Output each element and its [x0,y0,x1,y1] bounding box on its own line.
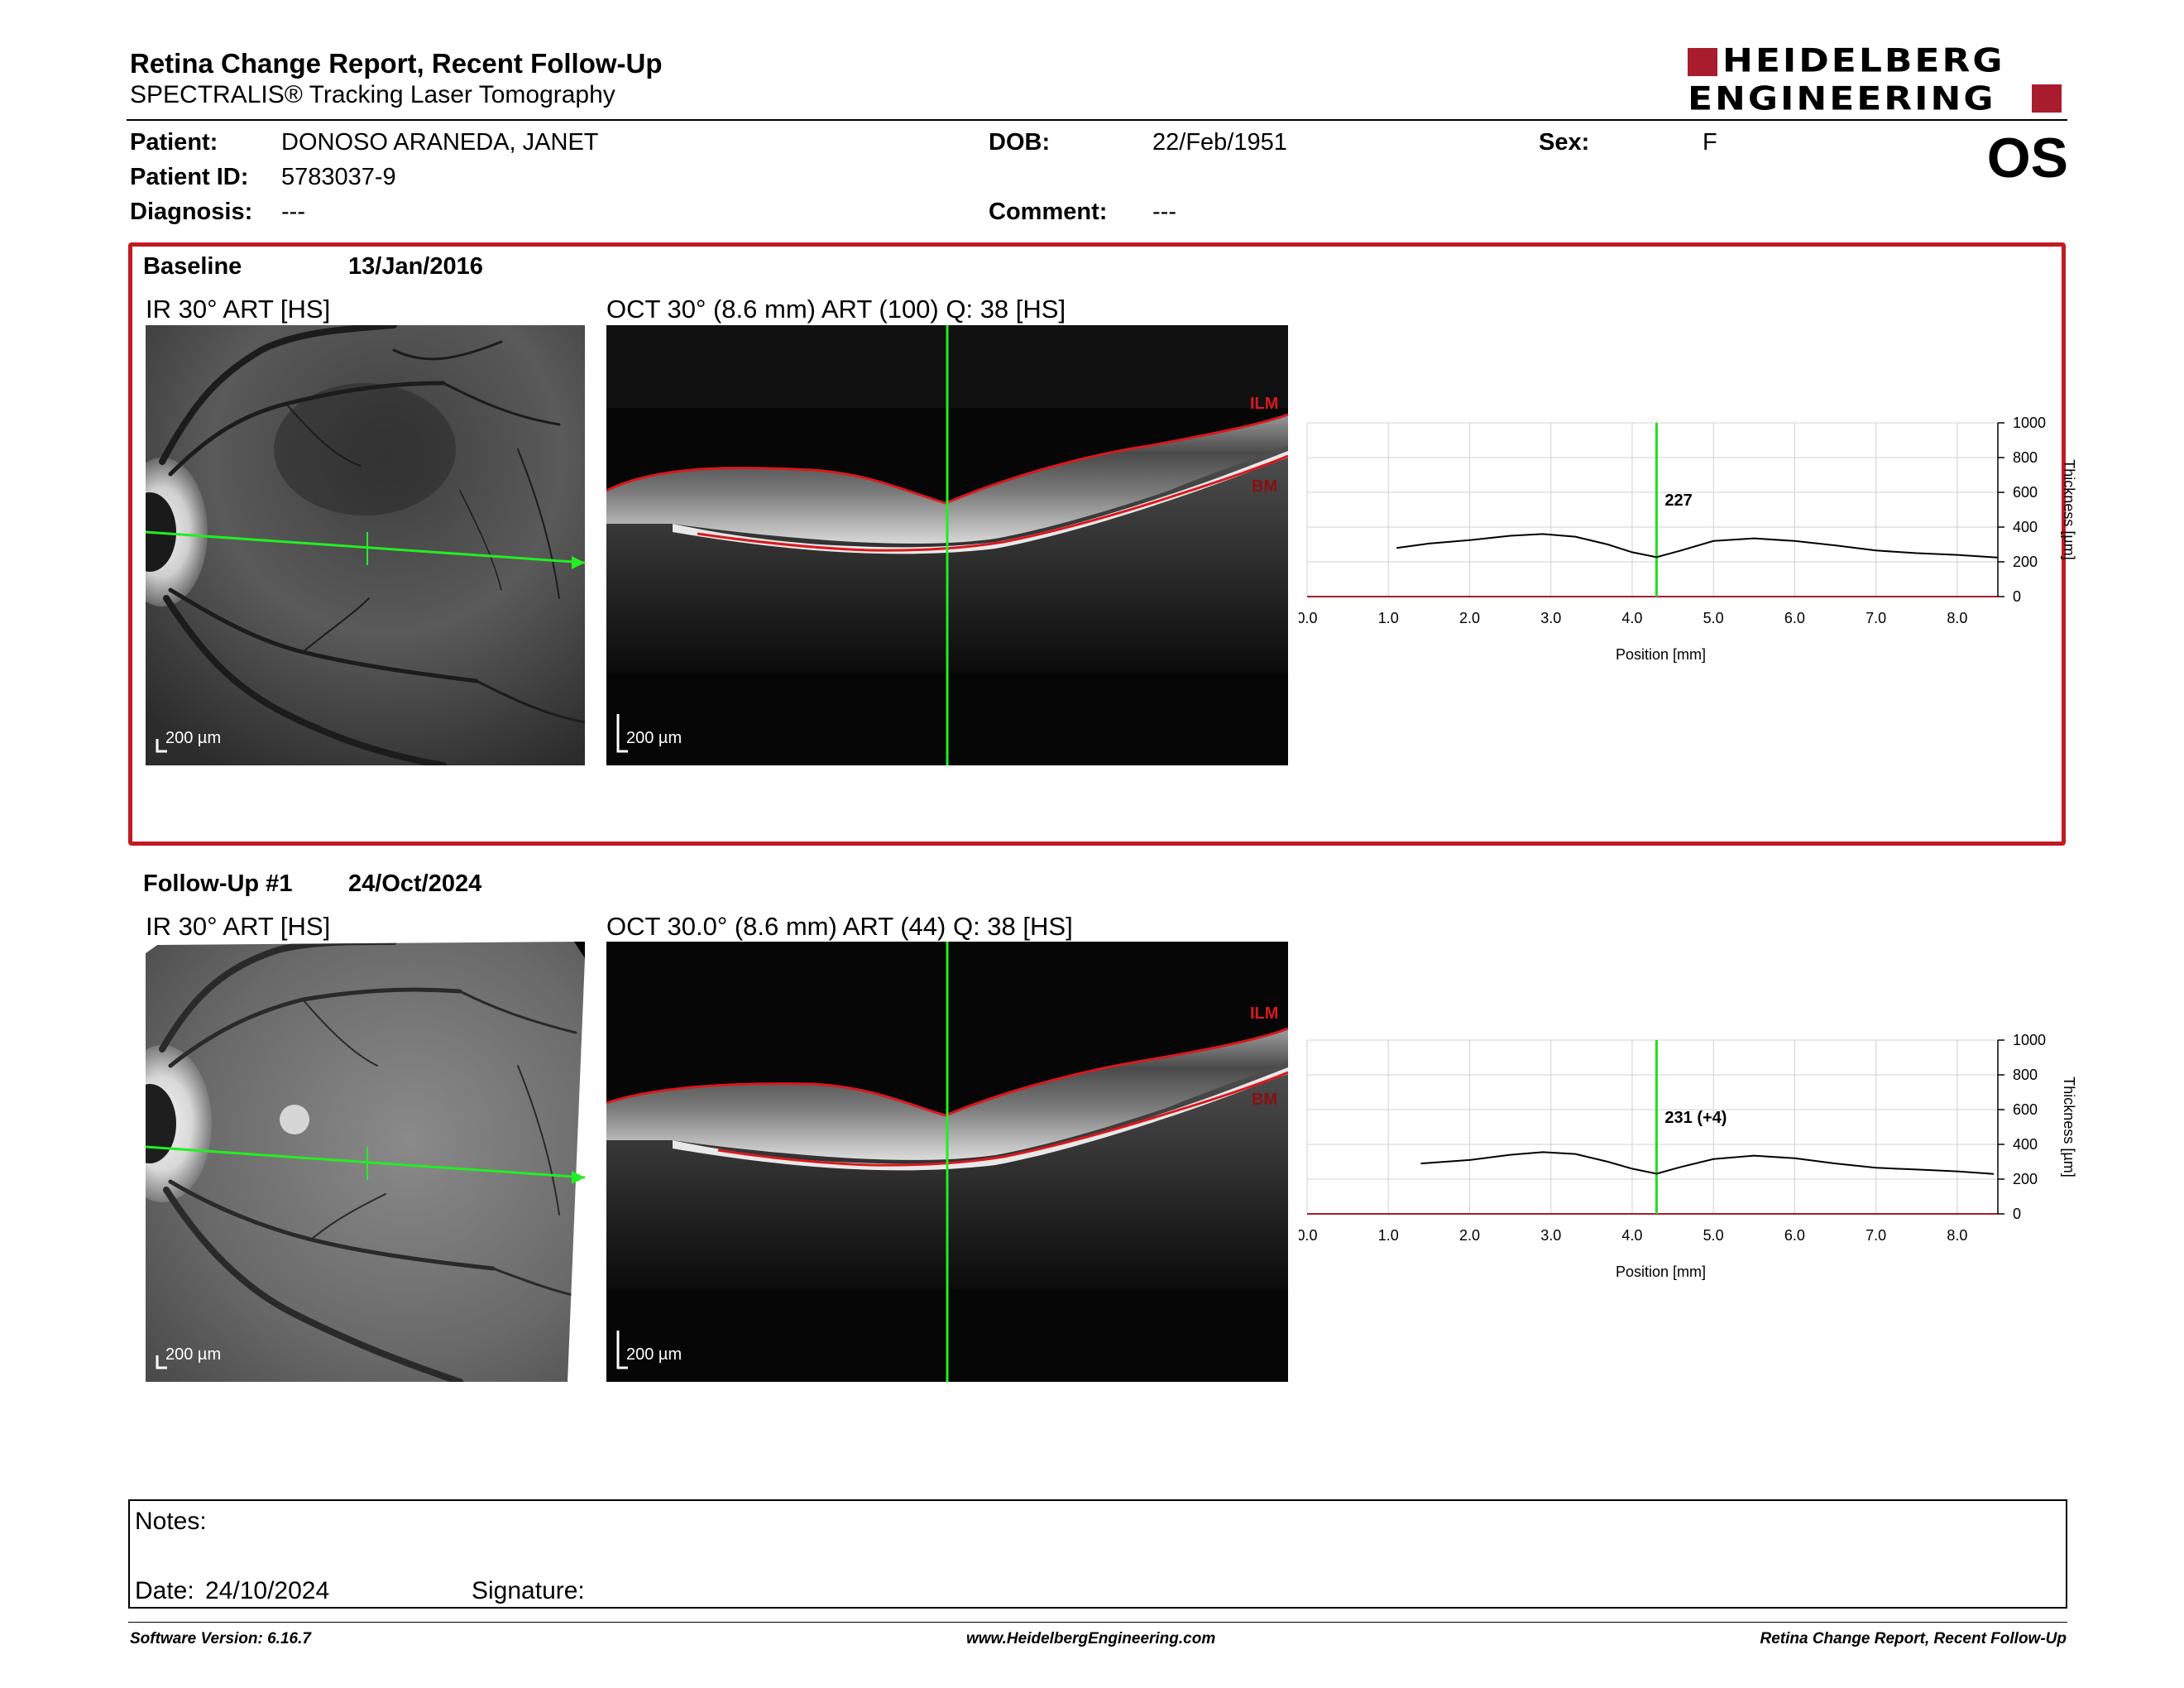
followup-oct-title: OCT 30.0° (8.6 mm) ART (44) Q: 38 [HS] [606,912,1073,941]
signature-label: Signature: [472,1577,585,1604]
y-tick-label: 1000 [2013,1032,2046,1048]
baseline-oct-title: OCT 30° (8.6 mm) ART (100) Q: 38 [HS] [606,295,1066,324]
x-tick-label: 7.0 [1866,1227,1886,1244]
followup-ir-svg [146,942,585,1382]
x-tick-label: 6.0 [1784,1227,1805,1244]
y-tick-label: 0 [2013,588,2021,605]
x-tick-label: 2.0 [1459,1227,1480,1244]
y-tick-label: 1000 [2013,415,2046,431]
dob-value: 22/Feb/1951 [1152,129,1287,156]
y-tick-label: 400 [2013,1136,2038,1153]
baseline-oct-image: ILM BM 200 µm [606,325,1288,765]
x-tick-label: 0.0 [1299,610,1318,626]
comment-value: --- [1152,199,1176,225]
cursor-value-label: 227 [1664,492,1692,510]
y-tick-label: 800 [2013,1067,2038,1083]
patient-id-label: Patient ID: [130,164,249,190]
baseline-ir-title: IR 30° ART [HS] [146,295,331,324]
followup-ir-scalebar: 200 µm [165,1345,222,1364]
sex-label: Sex: [1539,129,1590,156]
y-tick-label: 800 [2013,449,2038,466]
y-tick-label: 600 [2013,484,2038,501]
footer-report-name: Retina Change Report, Recent Follow-Up [1760,1630,2067,1647]
x-tick-label: 5.0 [1703,1227,1724,1244]
followup-date: 24/Oct/2024 [348,870,482,897]
x-tick-label: 2.0 [1459,610,1480,626]
baseline-oct-scalebar: 200 µm [626,729,682,747]
followup-oct-image: ILM BM 200 µm [606,942,1288,1382]
diagnosis-label: Diagnosis: [130,199,253,225]
x-tick-label: 0.0 [1299,1227,1318,1244]
diagnosis-value: --- [281,199,305,225]
patient-id-value: 5783037-9 [281,164,396,190]
baseline-label: Baseline [143,253,242,280]
logo-square-top [1688,48,1717,76]
followup-ilm-label: ILM [1250,1005,1279,1023]
followup-oct-scalebar: 200 µm [626,1345,682,1364]
thickness-series-line [1396,533,1999,559]
patient-value: DONOSO ARANEDA, JANET [281,129,599,156]
logo-line-1: HEIDELBERG [1722,41,2005,80]
date-label: Date: [135,1577,194,1604]
x-tick-label: 3.0 [1540,610,1561,626]
notes-box[interactable] [128,1499,2067,1609]
notes-label: Notes: [135,1508,207,1535]
followup-ir-title: IR 30° ART [HS] [146,912,331,941]
followup-thickness-chart: 0.0 1.0 2.0 3.0 4.0 5.0 6.0 7.0 8.0 0 200 400 600 800… [1299,1032,2076,1280]
date-value: 24/10/2024 [205,1577,330,1604]
baseline-thickness-chart: 0.0 1.0 2.0 3.0 4.0 5.0 6.0 7.0 8.0 0 200 400 600 800… [1299,415,2076,663]
x-tick-label: 1.0 [1378,610,1399,626]
dob-label: DOB: [989,129,1051,156]
logo-line-2: ENGINEERING [1688,79,1996,118]
heidelberg-logo: HEIDELBERG ENGINEERING [1688,43,2068,116]
y-axis-label: Thickness [µm] [2061,1077,2076,1177]
x-tick-label: 8.0 [1947,610,1967,626]
followup-ir-image: 200 µm [146,942,585,1382]
report-subtitle: SPECTRALIS® Tracking Laser Tomography [130,81,615,108]
y-tick-label: 400 [2013,519,2038,535]
y-tick-label: 200 [2013,1171,2038,1187]
x-tick-label: 3.0 [1540,1227,1561,1244]
y-axis-label: Thickness [µm] [2061,459,2076,559]
baseline-ir-image: 200 µm [146,325,585,765]
baseline-ir-svg [146,325,585,765]
baseline-oct-svg [606,325,1288,765]
x-tick-label: 8.0 [1947,1227,1967,1244]
baseline-bm-label: BM [1252,477,1278,496]
followup-label: Follow-Up #1 [143,870,293,897]
baseline-ir-scalebar: 200 µm [165,729,222,747]
sex-value: F [1703,129,1717,156]
header-rule [127,119,2067,121]
patient-label: Patient: [130,129,218,156]
baseline-ilm-label: ILM [1250,395,1279,413]
x-tick-label: 4.0 [1621,1227,1642,1244]
footer-website[interactable]: www.HeidelbergEngineering.com [966,1630,1216,1647]
x-tick-label: 6.0 [1784,610,1805,626]
logo-square-bottom [2032,84,2062,113]
footer-rule [128,1622,2067,1623]
thickness-series-line [1420,1151,1995,1175]
report-title: Retina Change Report, Recent Follow-Up [130,48,663,79]
x-axis-label: Position [mm] [1616,646,1706,663]
y-tick-label: 600 [2013,1101,2038,1118]
followup-oct-svg [606,942,1288,1382]
y-tick-label: 0 [2013,1206,2021,1222]
cursor-value-label: 231 (+4) [1664,1109,1727,1127]
followup-bm-label: BM [1252,1091,1278,1109]
baseline-frame [128,242,2066,846]
y-tick-label: 200 [2013,554,2038,570]
x-tick-label: 4.0 [1621,610,1642,626]
x-tick-label: 5.0 [1703,610,1724,626]
x-tick-label: 7.0 [1866,610,1886,626]
footer-software-version: Software Version: 6.16.7 [130,1630,311,1647]
eye-indicator: OS [1986,127,2068,189]
x-axis-label: Position [mm] [1616,1264,1706,1280]
x-tick-label: 1.0 [1378,1227,1399,1244]
comment-label: Comment: [989,199,1108,225]
baseline-date: 13/Jan/2016 [348,253,483,280]
